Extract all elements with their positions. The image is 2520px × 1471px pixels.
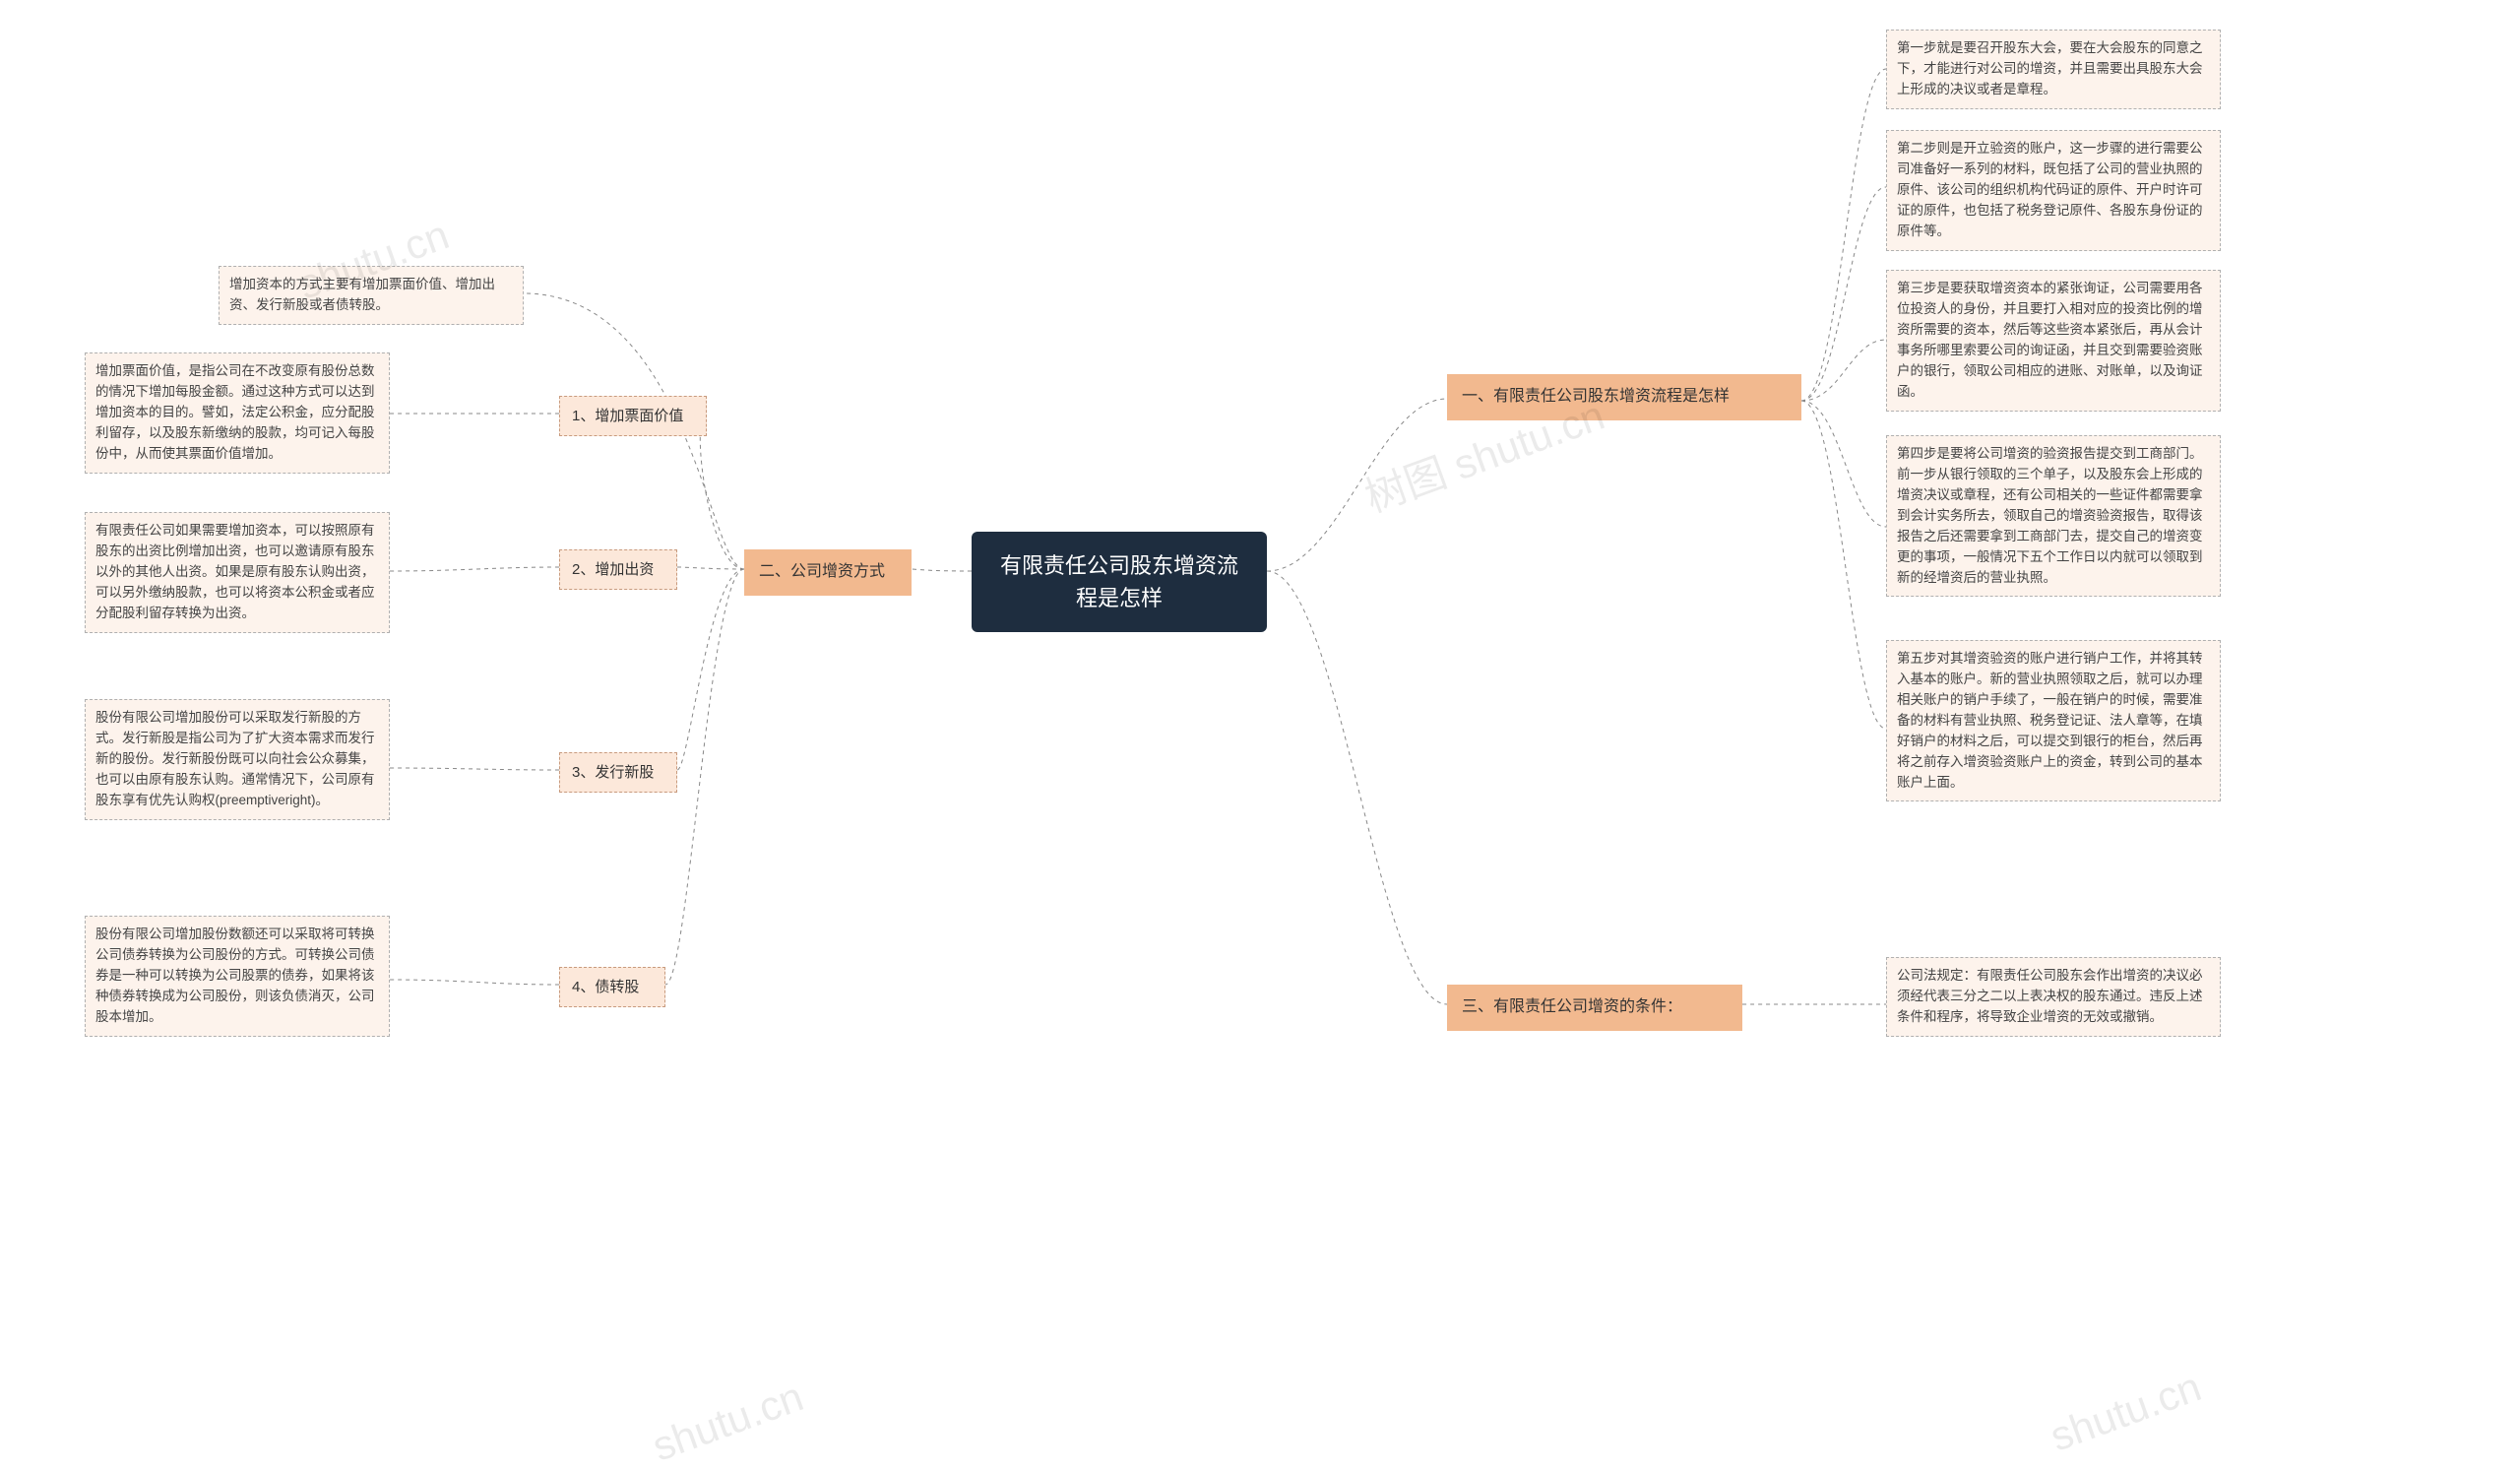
- branch-1-label: 一、有限责任公司股东增资流程是怎样: [1462, 388, 1730, 405]
- leaf-1-3-text: 第三步是要获取增资资本的紧张询证，公司需要用各位投资人的身份，并且要打入相对应的…: [1897, 281, 2203, 399]
- leaf-2a: 增加票面价值，是指公司在不改变原有股份总数的情况下增加每股金额。通过这种方式可以…: [85, 352, 390, 474]
- leaf-1-2: 第二步则是开立验资的账户，这一步骤的进行需要公司准备好一系列的材料，既包括了公司…: [1886, 130, 2221, 251]
- leaf-2c: 股份有限公司增加股份可以采取发行新股的方式。发行新股是指公司为了扩大资本需求而发…: [85, 699, 390, 820]
- leaf-3-1-text: 公司法规定：有限责任公司股东会作出增资的决议必须经代表三分之二以上表决权的股东通…: [1897, 968, 2203, 1024]
- branch-2-label: 二、公司增资方式: [759, 563, 885, 580]
- sub-2c-label: 3、发行新股: [572, 764, 654, 781]
- connector-path: [1801, 401, 1886, 527]
- sub-2c: 3、发行新股: [559, 752, 677, 793]
- connector-path: [1801, 340, 1886, 401]
- connector-path: [1801, 401, 1886, 729]
- leaf-1-1-text: 第一步就是要召开股东大会，要在大会股东的同意之下，才能进行对公司的增资，并且需要…: [1897, 40, 2203, 96]
- connector-path: [1801, 69, 1886, 401]
- connector-path: [390, 980, 559, 985]
- sub-2a-label: 1、增加票面价值: [572, 408, 683, 424]
- sub-2b: 2、增加出资: [559, 549, 677, 590]
- leaf-1-4: 第四步是要将公司增资的验资报告提交到工商部门。前一步从银行领取的三个单子，以及股…: [1886, 435, 2221, 597]
- leaf-1-4-text: 第四步是要将公司增资的验资报告提交到工商部门。前一步从银行领取的三个单子，以及股…: [1897, 446, 2203, 585]
- watermark-4: shutu.cn: [2045, 1363, 2208, 1460]
- leaf-1-5-text: 第五步对其增资验资的账户进行销户工作，并将其转入基本的账户。新的营业执照领取之后…: [1897, 651, 2203, 790]
- leaf-1-5: 第五步对其增资验资的账户进行销户工作，并将其转入基本的账户。新的营业执照领取之后…: [1886, 640, 2221, 801]
- leaf-2-top-text: 增加资本的方式主要有增加票面价值、增加出资、发行新股或者债转股。: [229, 277, 495, 312]
- connector-path: [912, 569, 972, 571]
- leaf-2b: 有限责任公司如果需要增加资本，可以按照原有股东的出资比例增加出资，也可以邀请原有…: [85, 512, 390, 633]
- root-node: 有限责任公司股东增资流程是怎样: [972, 532, 1267, 632]
- leaf-2-top: 增加资本的方式主要有增加票面价值、增加出资、发行新股或者债转股。: [219, 266, 524, 325]
- leaf-2b-text: 有限责任公司如果需要增加资本，可以按照原有股东的出资比例增加出资，也可以邀请原有…: [95, 523, 375, 620]
- leaf-1-1: 第一步就是要召开股东大会，要在大会股东的同意之下，才能进行对公司的增资，并且需要…: [1886, 30, 2221, 109]
- branch-3-label: 三、有限责任公司增资的条件：: [1462, 998, 1682, 1015]
- leaf-3-1: 公司法规定：有限责任公司股东会作出增资的决议必须经代表三分之二以上表决权的股东通…: [1886, 957, 2221, 1037]
- leaf-1-2-text: 第二步则是开立验资的账户，这一步骤的进行需要公司准备好一系列的材料，既包括了公司…: [1897, 141, 2203, 238]
- leaf-2d-text: 股份有限公司增加股份数额还可以采取将可转换公司债券转换为公司股份的方式。可转换公…: [95, 927, 375, 1024]
- leaf-1-3: 第三步是要获取增资资本的紧张询证，公司需要用各位投资人的身份，并且要打入相对应的…: [1886, 270, 2221, 412]
- branch-1: 一、有限责任公司股东增资流程是怎样: [1447, 374, 1801, 420]
- connector-path: [390, 768, 559, 770]
- connector-path: [677, 567, 744, 569]
- sub-2a: 1、增加票面价值: [559, 396, 707, 436]
- connector-path: [390, 567, 559, 571]
- sub-2d: 4、债转股: [559, 967, 665, 1007]
- connector-path: [665, 569, 744, 985]
- sub-2b-label: 2、增加出资: [572, 561, 654, 578]
- watermark-3: shutu.cn: [647, 1373, 810, 1470]
- connector-path: [1267, 571, 1447, 1004]
- leaf-2a-text: 增加票面价值，是指公司在不改变原有股份总数的情况下增加每股金额。通过这种方式可以…: [95, 363, 375, 461]
- leaf-2c-text: 股份有限公司增加股份可以采取发行新股的方式。发行新股是指公司为了扩大资本需求而发…: [95, 710, 375, 807]
- sub-2d-label: 4、债转股: [572, 979, 639, 995]
- root-text: 有限责任公司股东增资流程是怎样: [1000, 553, 1238, 610]
- connector-path: [1801, 187, 1886, 401]
- branch-2: 二、公司增资方式: [744, 549, 912, 596]
- connector-path: [677, 569, 744, 770]
- leaf-2d: 股份有限公司增加股份数额还可以采取将可转换公司债券转换为公司股份的方式。可转换公…: [85, 916, 390, 1037]
- connector-path: [1267, 399, 1447, 571]
- connector-path: [700, 414, 744, 569]
- branch-3: 三、有限责任公司增资的条件：: [1447, 985, 1742, 1031]
